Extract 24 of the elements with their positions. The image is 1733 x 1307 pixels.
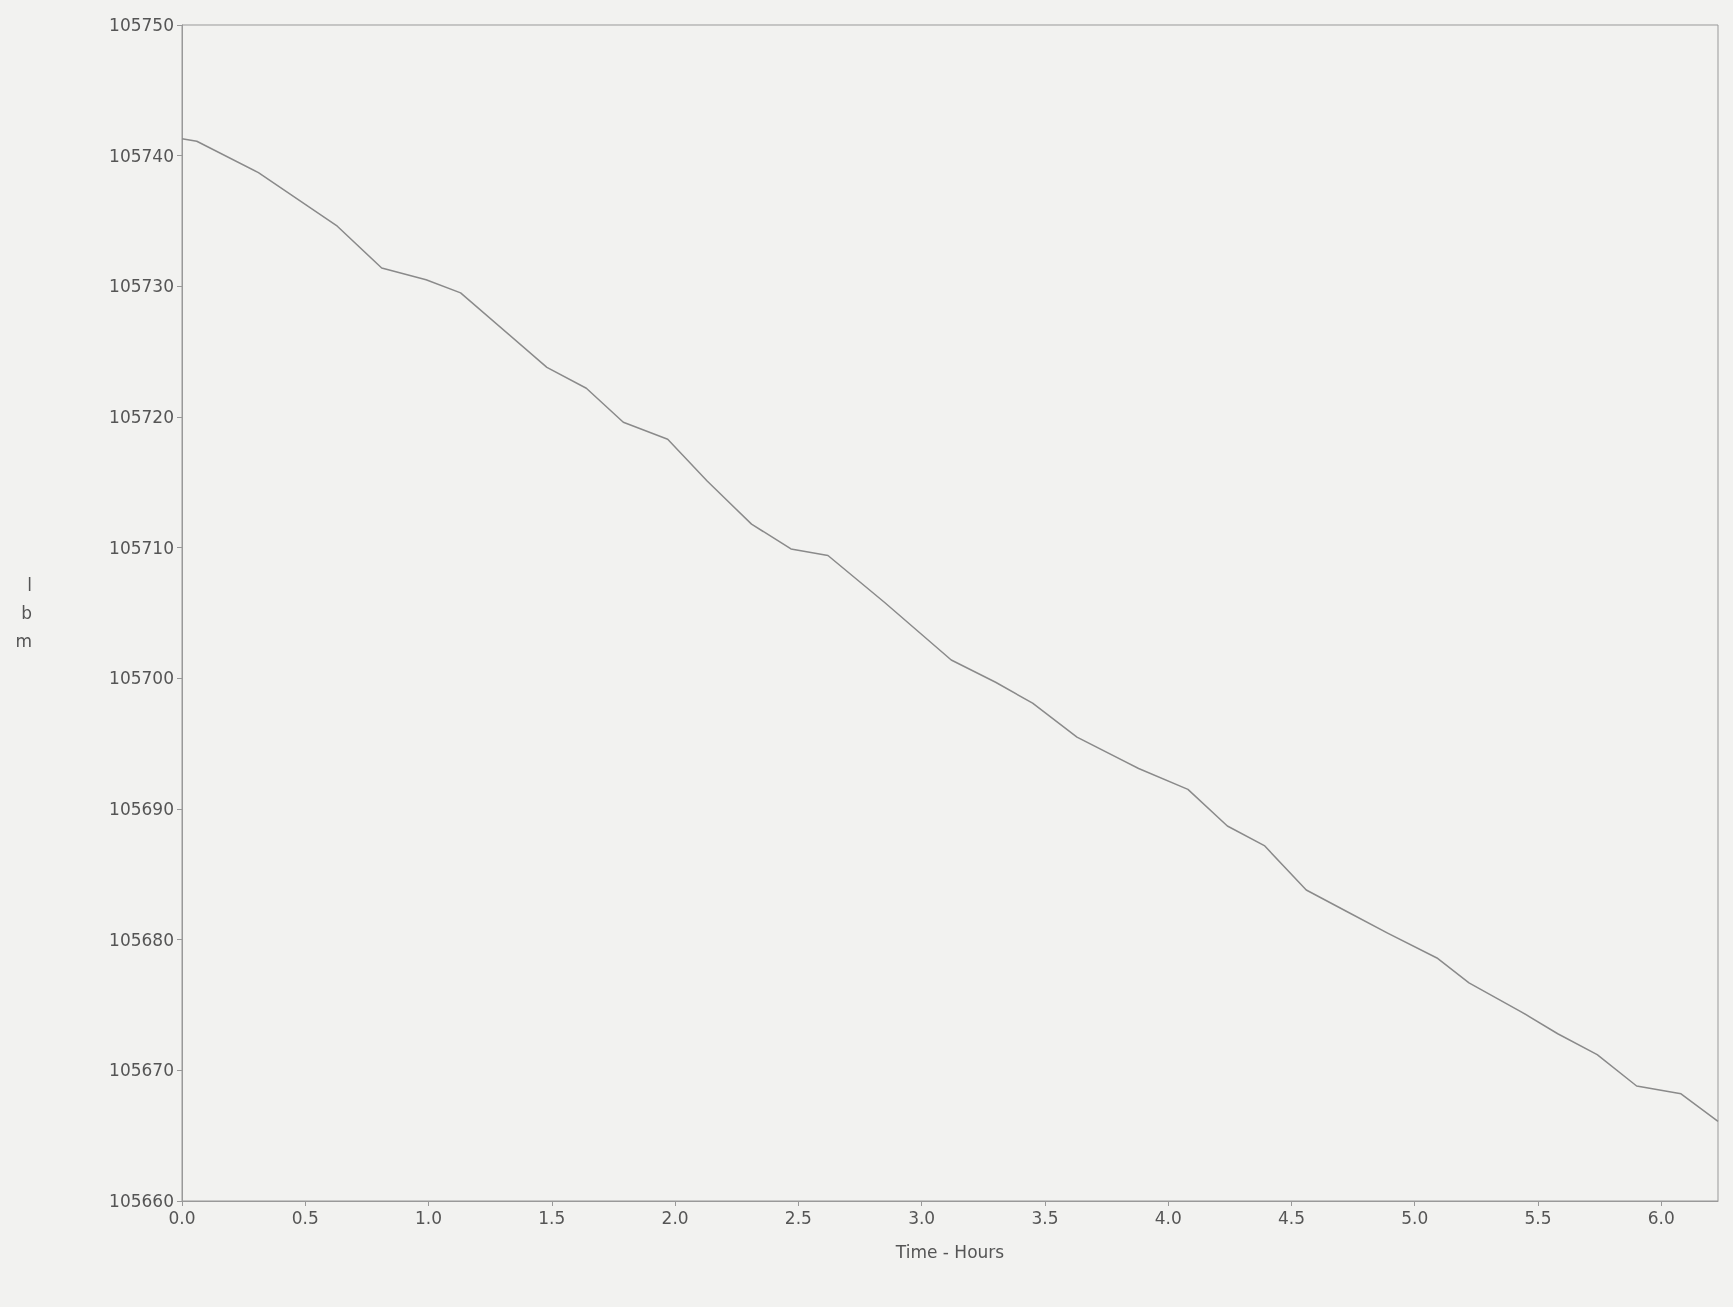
x-tick-label: 5.5: [1524, 1207, 1552, 1228]
y-tick-label: 105700: [109, 668, 174, 689]
x-tick-label: 4.0: [1154, 1207, 1182, 1228]
x-tick-label: 6.0: [1647, 1207, 1675, 1228]
y-tick-label: 105740: [109, 145, 174, 166]
y-tick-label: 105680: [109, 929, 174, 950]
y-tick-label: 105690: [109, 799, 174, 819]
x-tick-label: 0.5: [291, 1207, 319, 1228]
y-tick-label: 105720: [109, 407, 174, 427]
y-tick-label: 105710: [109, 537, 174, 558]
y-tick-label: 105670: [109, 1060, 174, 1081]
x-tick-label: 3.5: [1031, 1207, 1059, 1228]
y-tick-label: 105750: [109, 15, 174, 35]
x-axis-title: Time - Hours: [894, 1241, 1005, 1262]
y-tick-label: 105730: [109, 276, 174, 297]
x-tick-label: 4.5: [1277, 1207, 1305, 1228]
x-tick-label: 5.0: [1401, 1207, 1429, 1228]
line-series: [181, 137, 1719, 1123]
x-tick-label: 2.0: [661, 1207, 689, 1228]
x-tick-label: 1.0: [415, 1207, 443, 1228]
y-axis-title: lbm: [15, 575, 32, 651]
x-tick-label: 1.5: [538, 1207, 566, 1228]
x-tick-label: 2.5: [784, 1207, 812, 1228]
x-tick-label: 3.0: [908, 1207, 936, 1228]
